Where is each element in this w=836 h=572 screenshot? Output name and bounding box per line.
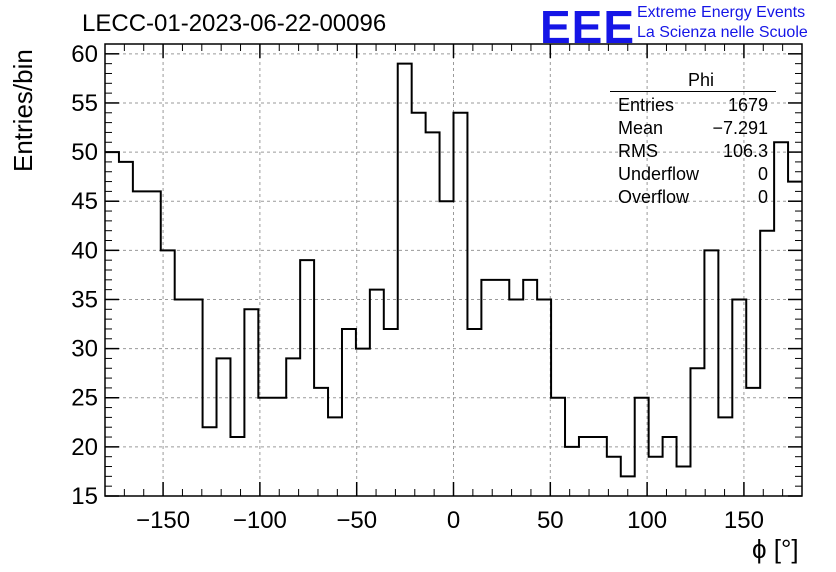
y-tick-label: 30 <box>71 336 98 363</box>
stats-value: 1679 <box>727 95 768 115</box>
stats-title: Phi <box>687 70 714 90</box>
x-tick-label: 50 <box>537 507 564 534</box>
stats-row-underflow: Underflow 0 <box>610 163 776 186</box>
logo-caption-line2: La Scienza nelle Scuole <box>637 24 808 41</box>
y-tick-label: 15 <box>71 483 98 510</box>
stats-value: 0 <box>757 187 768 207</box>
stats-label: Underflow <box>618 164 700 184</box>
x-axis-label: ϕ [°] <box>752 534 799 564</box>
stats-value: 106.3 <box>722 141 768 161</box>
stats-label: RMS <box>618 141 658 161</box>
stats-value: 0 <box>757 164 768 184</box>
stats-row-entries: Entries 1679 <box>610 94 776 117</box>
eee-logo: EEE <box>540 1 636 53</box>
x-tick-label: 100 <box>627 507 667 534</box>
stats-value: −7.291 <box>712 118 768 138</box>
stats-label: Entries <box>618 95 675 115</box>
y-tick-label: 40 <box>71 237 98 264</box>
y-axis-label: Entries/bin <box>8 49 38 172</box>
logo-caption-line1: Extreme Energy Events <box>637 4 806 21</box>
x-tick-label: −50 <box>336 507 377 534</box>
y-tick-label: 55 <box>71 90 98 117</box>
chart-title: LECC-01-2023-06-22-00096 <box>82 10 387 37</box>
stats-separator <box>610 91 776 92</box>
y-tick-label: 45 <box>71 188 98 215</box>
stats-row-rms: RMS 106.3 <box>610 140 776 163</box>
x-tick-label: −150 <box>136 507 190 534</box>
stats-row-overflow: Overflow 0 <box>610 186 776 209</box>
axis-ticks <box>104 43 803 497</box>
x-tick-label: 150 <box>724 507 764 534</box>
stats-label: Mean <box>618 118 664 138</box>
stats-box: Phi Entries 1679 Mean −7.291 RMS 106.3 U… <box>610 70 776 209</box>
y-tick-label: 60 <box>71 41 98 68</box>
y-tick-label: 50 <box>71 139 98 166</box>
histogram-series <box>105 62 802 478</box>
y-tick-label: 25 <box>71 385 98 412</box>
y-tick-label: 20 <box>71 434 98 461</box>
y-tick-label: 35 <box>71 286 98 313</box>
x-tick-label: 0 <box>447 507 460 534</box>
x-tick-label: −100 <box>233 507 287 534</box>
stats-label: Overflow <box>618 187 690 207</box>
stats-row-mean: Mean −7.291 <box>610 117 776 140</box>
axis-tick-labels: −150 −100 −50 0 50 100 150 15 20 25 30 35 40 45 50 55 60 <box>71 41 764 534</box>
